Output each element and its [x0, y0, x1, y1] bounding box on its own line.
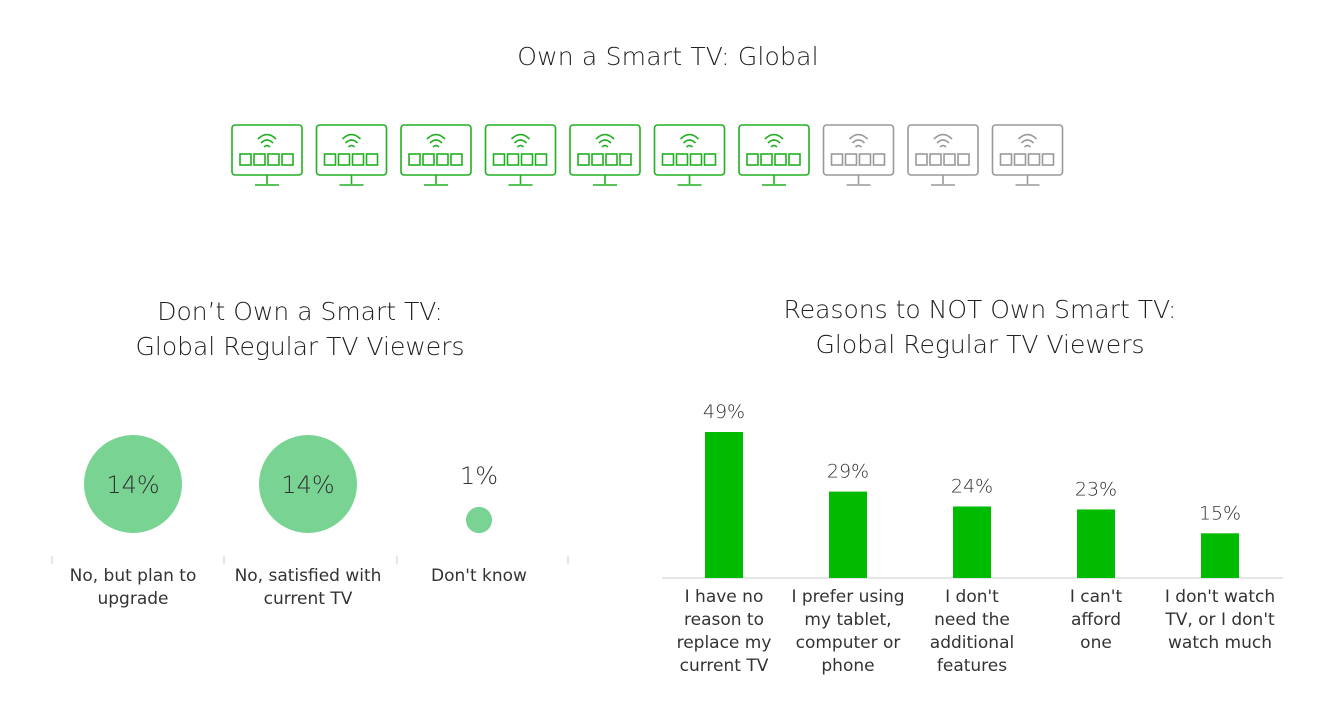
bar-category-label: I can't afford one	[1034, 586, 1158, 655]
bar-category-label-line: TV, or I don't	[1165, 610, 1275, 630]
bubble-category-label-line: No, satisfied with	[234, 566, 382, 586]
bar-value-label: 24%	[951, 475, 993, 497]
bar-category-label-line: replace my	[676, 633, 772, 653]
bar-category-label-line: my tablet,	[804, 610, 892, 630]
bar-category-label-line: I can't	[1069, 587, 1123, 607]
bubble-category-label: No, satisfied with current TV	[218, 565, 398, 611]
bar-value-label: 29%	[827, 461, 869, 483]
bar-category-label-line: I have no	[684, 587, 764, 607]
left-chart-title: Don’t Own a Smart TV: Global Regular TV …	[50, 294, 550, 364]
right-chart-title-line2: Global Regular TV Viewers	[815, 330, 1145, 359]
bar-category-label-line: reason to	[684, 610, 764, 630]
bar-category-label: I prefer using my tablet, computer or phone	[786, 586, 910, 678]
smart-tv-icon	[231, 124, 303, 186]
bubble-value-label: 14%	[281, 471, 334, 499]
bar	[953, 506, 991, 578]
bar-category-label-line: one	[1080, 633, 1112, 653]
bar-category-label-line: additional	[929, 633, 1015, 653]
bar-category-label-line: phone	[821, 656, 875, 676]
bar-value-label: 15%	[1199, 502, 1241, 524]
right-chart-title: Reasons to NOT Own Smart TV: Global Regu…	[690, 292, 1270, 362]
left-chart-title-line1: Don’t Own a Smart TV:	[157, 297, 443, 326]
bar-category-label-line: I prefer using	[791, 587, 905, 607]
smart-tv-icon	[991, 124, 1064, 186]
bar-category-label-line: I don't watch	[1164, 587, 1276, 607]
bubble-category-label-line: Don't know	[431, 566, 527, 586]
bubble-category-label: No, but plan to upgrade	[43, 565, 223, 611]
left-chart-title-line2: Global Regular TV Viewers	[135, 332, 465, 361]
bubble	[84, 435, 182, 533]
smart-tv-icon	[822, 124, 895, 186]
smart-tv-icon	[315, 124, 388, 186]
bar-value-label: 49%	[703, 401, 745, 423]
bar-category-label-line: watch much	[1168, 633, 1272, 653]
smart-tv-icon	[400, 124, 472, 186]
bar-value-label: 23%	[1075, 478, 1117, 500]
smart-tv-icon	[569, 124, 641, 186]
bar	[1077, 509, 1115, 578]
right-chart-title-line1: Reasons to NOT Own Smart TV:	[783, 295, 1177, 324]
bubble-chart: 14% 14% 1% No, but plan to upgrade No, satisf…	[0, 400, 660, 720]
bubble-value-label: 14%	[106, 471, 159, 499]
smart-tv-icon	[484, 124, 557, 186]
bar-category-label-line: current TV	[679, 656, 769, 676]
bubble-chart-svg: 14% 14% 1%	[51, 435, 569, 564]
smart-tv-icon	[738, 124, 810, 186]
bubble	[465, 506, 493, 534]
bar-category-label-line: afford	[1070, 610, 1121, 630]
bar-category-label: I have no reason to replace my current TV	[662, 586, 786, 678]
bar-category-label: I don't watch TV, or I don't watch much	[1158, 586, 1282, 655]
bar-category-label-line: I don't	[945, 587, 999, 607]
bar-category-label-line: need the	[934, 610, 1010, 630]
bar	[829, 491, 867, 578]
bar-category-label-line: computer or	[795, 633, 901, 653]
bubble-category-label-line: current TV	[263, 589, 353, 609]
bar	[705, 432, 743, 578]
bubble-category-label-line: upgrade	[97, 589, 169, 609]
smart-tv-icon-row	[231, 124, 1064, 186]
bubble	[259, 435, 357, 533]
bubble-category-label: Don't know	[389, 565, 569, 588]
bar-category-label-line: features	[936, 656, 1008, 676]
bubble-category-label-line: No, but plan to	[69, 566, 197, 586]
bar	[1201, 533, 1239, 578]
page-title: Own a Smart TV: Global	[517, 42, 819, 71]
smart-tv-icon	[653, 124, 726, 186]
bubble-value-label: 1%	[460, 462, 498, 490]
bar-category-label: I don't need the additional features	[910, 586, 1034, 678]
smart-tv-icon	[907, 124, 979, 186]
